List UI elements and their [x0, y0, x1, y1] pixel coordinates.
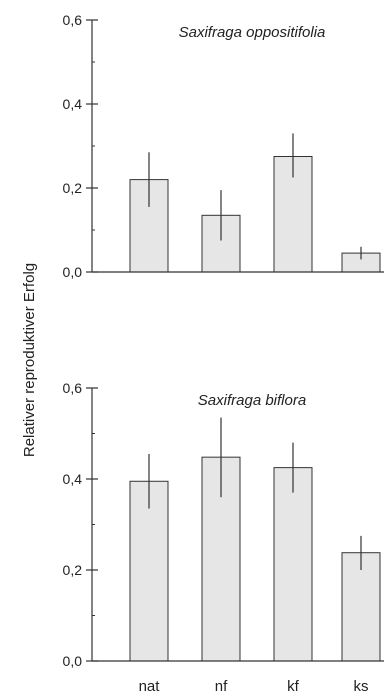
x-tick-label: kf — [287, 678, 300, 695]
chart-panel: Saxifraga biflora 0,0 0,2 0,4 0,6 nat nf kf ks — [63, 380, 384, 695]
y-tick-label: 0,4 — [63, 96, 83, 112]
y-tick-label: 0,2 — [63, 180, 83, 196]
x-tick-label: nf — [215, 678, 228, 695]
y-tick-label: 0,0 — [63, 264, 83, 280]
panel-title: Saxifraga oppositifolia — [179, 24, 326, 41]
chart-panels: Saxifraga oppositifolia0,00,20,40,6Saxif… — [63, 12, 384, 695]
y-tick-label: 0,4 — [63, 471, 83, 487]
chart-panel: Saxifraga oppositifolia 0,0 0,2 0,4 0,6 — [63, 12, 384, 280]
x-tick-label: nat — [139, 678, 161, 695]
y-tick-label: 0,6 — [63, 380, 83, 396]
y-axis-label: Relativer reproduktiver Erfolg — [21, 263, 38, 457]
x-tick-label: ks — [354, 678, 369, 695]
bar — [273, 467, 313, 662]
panel-title: Saxifraga biflora — [198, 392, 306, 409]
y-tick-label: 0,2 — [63, 562, 83, 578]
bar — [129, 480, 169, 662]
y-tick-label: 0,6 — [63, 12, 83, 28]
y-tick-label: 0,0 — [63, 653, 83, 669]
